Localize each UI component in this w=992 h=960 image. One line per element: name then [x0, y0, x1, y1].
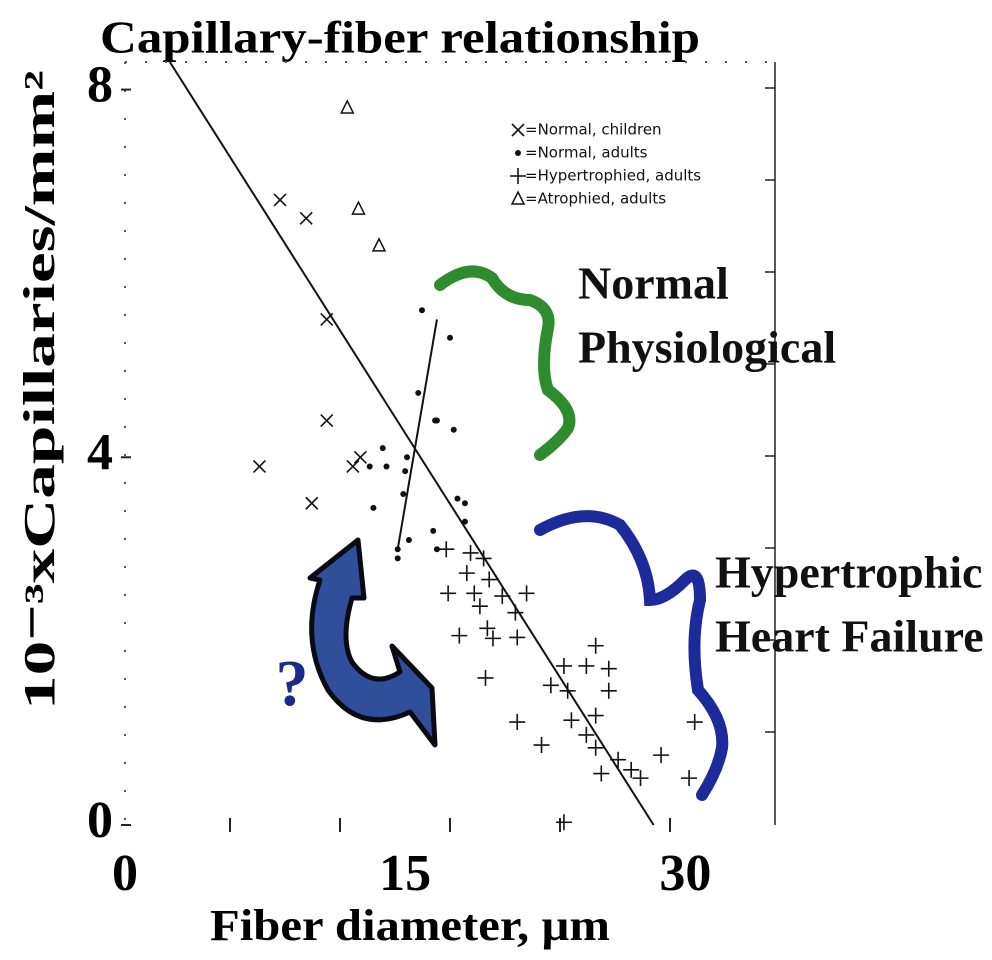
annotation: ?: [276, 647, 309, 720]
dot-marker: [461, 518, 468, 525]
dot-marker: [404, 454, 411, 461]
plus-marker: [471, 598, 488, 615]
plus-marker: [479, 620, 496, 637]
x-marker: [320, 413, 334, 428]
plus-marker: [587, 707, 604, 724]
fit-line: [396, 319, 438, 550]
plus-marker: [610, 751, 627, 768]
y-tick-label: 4: [87, 424, 113, 481]
dot-marker: [430, 527, 437, 534]
plus-marker: [481, 571, 498, 588]
chart-title: Capillary-fiber relationship: [100, 12, 700, 63]
plus-marker: [510, 168, 526, 184]
plus-marker: [600, 682, 617, 699]
y-axis-label: 10⁻³xCapillaries/mm²: [15, 70, 64, 710]
plus-marker: [509, 714, 526, 731]
plus-marker: [466, 585, 483, 602]
x-tick-label: 15: [379, 845, 431, 902]
legend-label: =Normal, adults: [525, 144, 648, 162]
triangle-marker: [371, 237, 387, 252]
annotation: Normal: [578, 258, 729, 309]
x-marker: [299, 211, 313, 225]
dot-marker: [370, 504, 377, 511]
plus-marker: [578, 726, 595, 743]
x-axis-label: Fiber diameter, µm: [210, 901, 610, 950]
blue-brace: [534, 510, 729, 801]
x-tick-label: 30: [659, 845, 711, 902]
plus-marker: [475, 550, 492, 567]
dot-marker: [394, 546, 401, 553]
y-tick-label: 0: [87, 792, 113, 849]
dot-marker: [450, 426, 457, 433]
plus-marker: [623, 761, 640, 778]
plus-marker: [533, 737, 550, 754]
x-marker: [346, 459, 360, 474]
plus-marker: [438, 541, 455, 558]
plus-marker: [440, 585, 457, 602]
dot-marker: [433, 546, 440, 553]
dot-marker: [454, 495, 461, 502]
plus-marker: [509, 629, 526, 646]
plus-marker: [681, 770, 698, 787]
green-brace: [434, 265, 576, 461]
annotation: Heart Failure: [715, 611, 984, 662]
plus-marker: [632, 770, 649, 787]
dot-marker: [415, 389, 422, 396]
plus-marker: [542, 677, 559, 694]
dot-marker: [400, 491, 407, 498]
x-marker: [273, 193, 287, 207]
plus-marker: [507, 604, 524, 621]
curved-arrow: [307, 537, 438, 748]
plus-marker: [593, 765, 610, 782]
annotation: Hypertrophic: [715, 547, 982, 598]
plus-marker: [462, 544, 479, 561]
x-marker: [305, 496, 319, 510]
legend: =Normal, children =Normal, adults =Hypertr…: [510, 121, 701, 208]
dot-marker: [379, 445, 386, 452]
dot-marker: [461, 500, 468, 507]
annotation: Physiological: [578, 322, 836, 373]
plus-marker: [451, 627, 468, 644]
legend-label: =Normal, children: [525, 121, 662, 139]
fit-line: [168, 61, 655, 826]
dot-marker: [418, 307, 425, 314]
plus-marker: [477, 669, 494, 686]
triangle-marker: [351, 200, 366, 215]
dot-marker: [447, 334, 453, 341]
x-marker: [320, 312, 334, 326]
x-marker: [511, 123, 525, 137]
plus-marker: [686, 714, 703, 731]
plus-marker: [587, 739, 604, 756]
x-marker: [252, 459, 267, 474]
plus-marker: [563, 712, 580, 729]
right-ticks: [765, 87, 775, 733]
plus-marker: [555, 657, 572, 674]
legend-label: =Atrophied, adults: [525, 190, 666, 208]
dot-marker: [515, 150, 521, 156]
triangle-marker: [340, 99, 355, 114]
plus-marker: [555, 814, 572, 831]
dot-marker: [405, 537, 412, 544]
plus-marker: [578, 657, 595, 674]
x-tick-label: 0: [112, 845, 138, 902]
dot-marker: [383, 463, 390, 470]
y-tick-label: 8: [87, 57, 113, 114]
plus-marker: [518, 585, 535, 602]
x-marker: [353, 450, 367, 464]
bottom-ticks: [229, 818, 671, 832]
legend-label: =Hypertrophied, adults: [525, 167, 701, 185]
dot-marker: [394, 555, 401, 562]
plus-marker: [484, 630, 501, 647]
plus-marker: [458, 565, 475, 582]
plus-marker: [653, 747, 670, 764]
dot-marker: [402, 468, 409, 475]
dot-marker: [366, 463, 373, 470]
plus-marker: [600, 660, 617, 677]
plus-marker: [494, 588, 511, 605]
plus-marker: [587, 637, 604, 654]
triangle-marker: [510, 190, 526, 205]
dot-marker: [433, 417, 440, 424]
plus-marker: [559, 682, 576, 699]
